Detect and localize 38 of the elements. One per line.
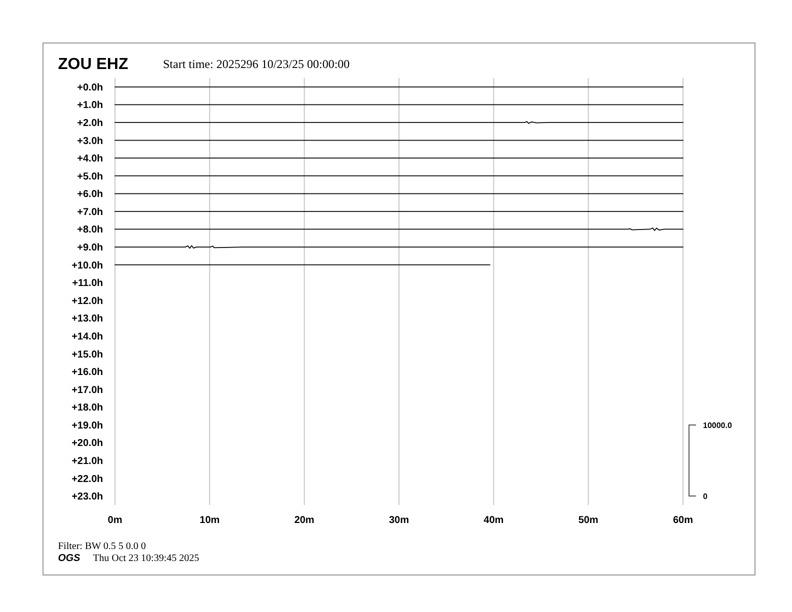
y-tick-label: +14.0h: [72, 331, 103, 342]
text: Filter: BW 0.5 5 0.0 0: [58, 541, 146, 552]
y-tick-label: +17.0h: [72, 384, 103, 396]
y-tick-label: +2.0h: [77, 118, 103, 129]
y-tick-label: +0.0h: [77, 82, 103, 94]
y-tick-label: +3.0h: [77, 136, 103, 147]
y-tick-label: +6.0h: [77, 189, 103, 200]
chart-subtitle: Start time: 2025296 10/23/25 00:00:00: [163, 57, 350, 71]
y-tick-label: +13.0h: [72, 314, 103, 325]
y-tick-label: +9.0h: [77, 242, 103, 254]
y-tick-label: +18.0h: [72, 402, 103, 414]
text: 0: [703, 492, 708, 501]
text: OGS: [58, 553, 81, 564]
chart-title: ZOU EHZ: [58, 56, 128, 73]
y-tick-label: +4.0h: [77, 154, 103, 165]
x-tick-label: 40m: [484, 515, 504, 526]
y-tick-label: +22.0h: [72, 474, 103, 485]
y-tick-label: +19.0h: [72, 420, 103, 432]
y-tick-label: +8.0h: [77, 224, 103, 236]
x-tick-label: 60m: [672, 515, 694, 526]
y-tick-label: +15.0h: [72, 349, 103, 360]
y-tick-label: +5.0h: [77, 171, 103, 182]
y-tick-label: +11.0h: [72, 278, 103, 290]
text: 10000.0: [703, 421, 732, 430]
x-tick-label: 20m: [294, 515, 314, 526]
y-tick-label: +21.0h: [72, 456, 103, 468]
y-tick-label: +10.0h: [72, 260, 103, 272]
y-tick-label: +12.0h: [72, 296, 103, 307]
y-tick-label: +20.0h: [72, 438, 103, 450]
x-tick-label: 0m: [108, 515, 122, 526]
y-tick-label: +7.0h: [77, 206, 103, 218]
x-tick-label: 50m: [578, 515, 598, 526]
text: Thu Oct 23 10:39:45 2025: [93, 553, 200, 564]
y-tick-label: +23.0h: [72, 492, 103, 503]
y-tick-label: +1.0h: [77, 100, 103, 112]
x-tick-label: 30m: [388, 515, 410, 526]
x-tick-label: 10m: [200, 515, 220, 526]
y-tick-label: +16.0h: [72, 367, 103, 378]
